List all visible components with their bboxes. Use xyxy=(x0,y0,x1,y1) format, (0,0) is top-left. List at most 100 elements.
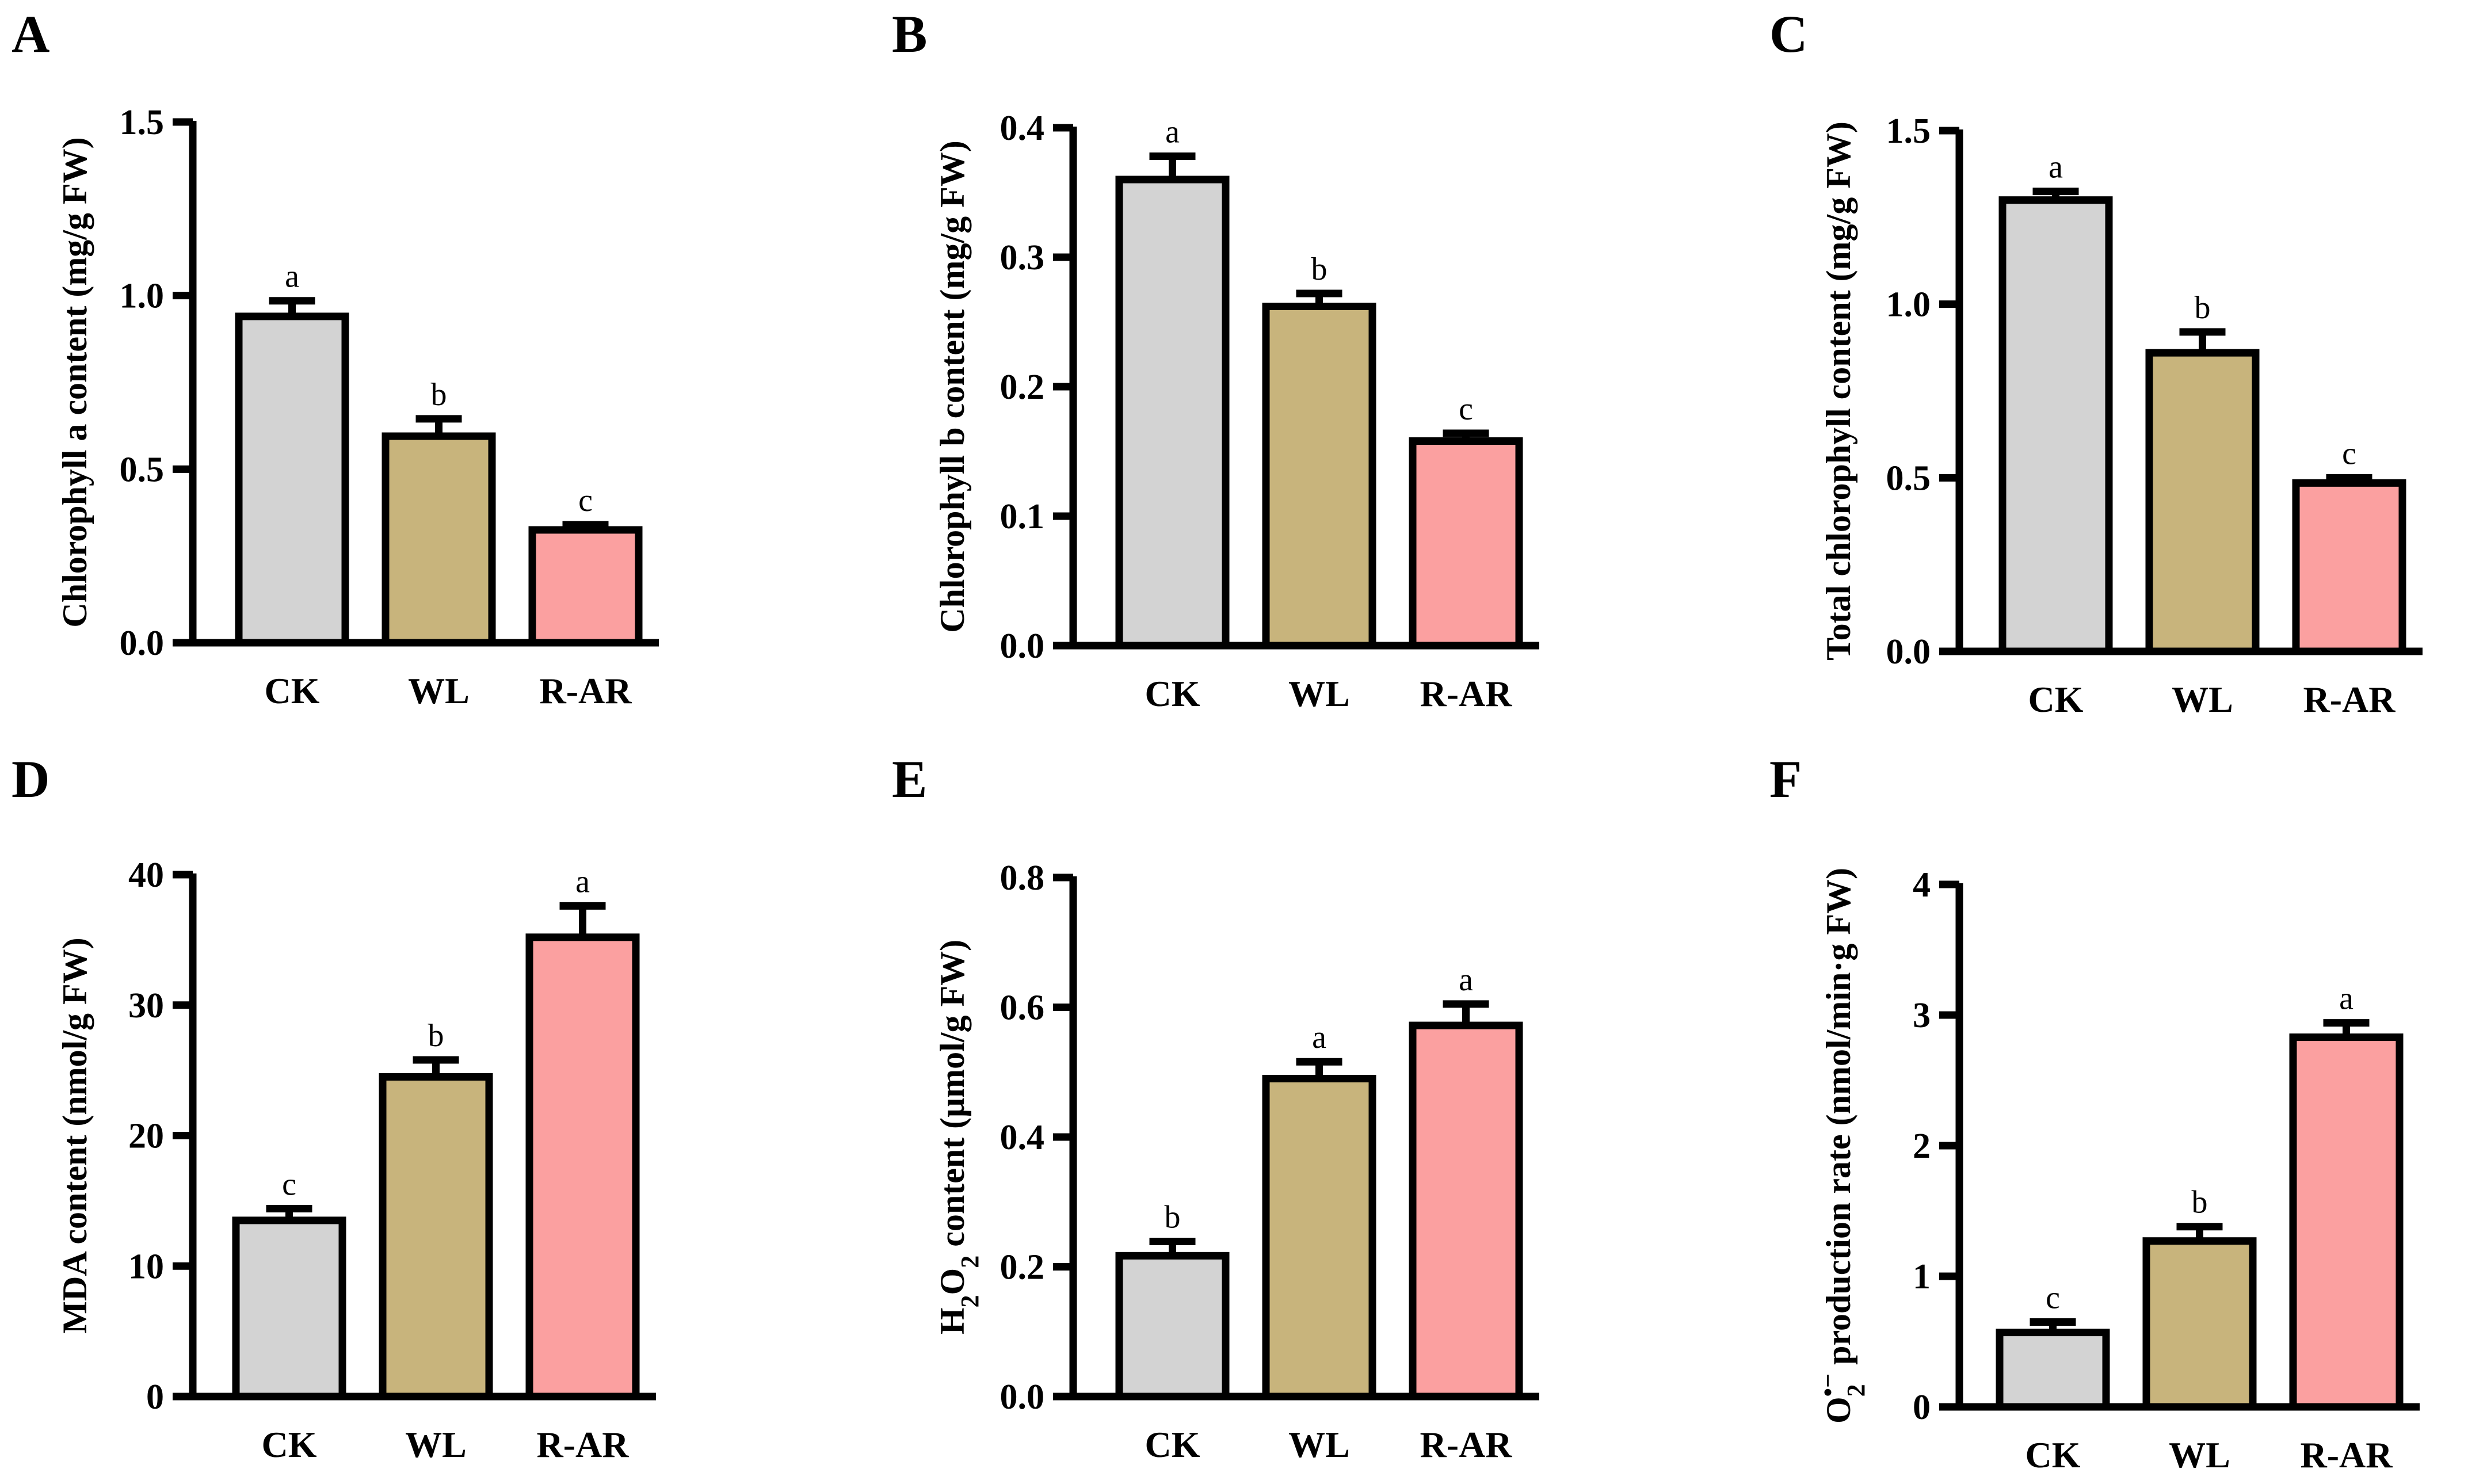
significance-label: c xyxy=(2342,436,2356,471)
bar-ck xyxy=(235,312,349,647)
y-tick-label: 0.4 xyxy=(1000,1118,1045,1157)
bar-wl xyxy=(379,1073,493,1401)
significance-label: b xyxy=(431,377,447,413)
y-axis-label: Chlorophyll a content (mg/g FW) xyxy=(56,137,94,627)
y-axis-label: Total chlorophyll content (mg/g FW) xyxy=(1819,121,1857,661)
bar-r-ar xyxy=(1409,437,1523,650)
y-tick-label: 1.5 xyxy=(1886,112,1931,151)
significance-label: a xyxy=(2339,981,2353,1017)
category-label: CK xyxy=(2025,1435,2081,1475)
y-axis-label: H2O2 content (μmol/g FW) xyxy=(933,940,984,1334)
bar-ck xyxy=(232,1216,346,1401)
category-label: R-AR xyxy=(2301,1435,2393,1475)
y-tick-label: 1.5 xyxy=(120,103,165,142)
panel-letter: E xyxy=(892,750,927,808)
bar-wl xyxy=(382,432,496,647)
significance-label: a xyxy=(1312,1020,1326,1055)
significance-label: a xyxy=(1459,962,1473,998)
category-label: R-AR xyxy=(1420,673,1513,714)
y-tick-label: 1.0 xyxy=(120,277,165,316)
panel-letter: C xyxy=(1769,5,1807,63)
bar-ck xyxy=(1998,196,2113,655)
category-label: R-AR xyxy=(537,1424,630,1465)
category-label: R-AR xyxy=(2303,679,2396,720)
y-tick-label: 0.3 xyxy=(1000,238,1045,277)
bar-r-ar xyxy=(525,933,640,1401)
significance-label: b xyxy=(428,1018,444,1054)
bar-wl xyxy=(1262,303,1376,650)
panel-letter: D xyxy=(12,750,49,808)
panel-letter: B xyxy=(892,5,927,63)
bar-r-ar xyxy=(2289,1033,2404,1411)
panel-c: C 0.0 0.5 1.0 1.5 Total chlorophyll content (… xyxy=(1769,5,2423,720)
significance-label: c xyxy=(282,1166,296,1202)
panel-a: A 0.0 0.5 1.0 1.5 Chlorophyll a content (mg/g… xyxy=(12,5,659,711)
significance-label: a xyxy=(575,864,590,899)
bar-r-ar xyxy=(2292,479,2406,655)
y-tick-label: 0 xyxy=(146,1378,164,1417)
significance-label: b xyxy=(2195,290,2211,326)
bar-ck xyxy=(1996,1329,2110,1411)
bar-ck xyxy=(1115,1252,1230,1401)
y-tick-label: 10 xyxy=(128,1247,164,1286)
category-label: CK xyxy=(1145,1424,1200,1465)
panel-e: E 0.0 0.2 0.4 0.6 0.8 H2O2 content (μmol/g FW)… xyxy=(892,750,1539,1465)
significance-label: a xyxy=(1165,115,1180,150)
y-axis-label: MDA content (nmol/g FW) xyxy=(56,937,94,1333)
y-tick-label: 2 xyxy=(1913,1127,1931,1166)
category-label: WL xyxy=(1288,1424,1350,1465)
y-tick-label: 0.1 xyxy=(1000,497,1045,536)
y-axis-label: Chlorophyll b content (mg/g FW) xyxy=(933,140,971,633)
y-tick-label: 0.4 xyxy=(1000,109,1045,148)
y-tick-label: 0.0 xyxy=(1000,627,1045,666)
y-tick-label: 0.8 xyxy=(1000,859,1045,898)
y-tick-label: 0 xyxy=(1913,1388,1931,1427)
panel-d: D 0 10 20 30 40 MDA content (nmol/g FW) c CK b WL a… xyxy=(12,750,656,1465)
y-tick-label: 0.5 xyxy=(120,450,165,489)
y-tick-label: 0.6 xyxy=(1000,989,1045,1028)
bar-r-ar xyxy=(528,526,643,647)
category-label: WL xyxy=(408,670,470,711)
y-tick-label: 40 xyxy=(128,856,164,895)
category-label: CK xyxy=(1145,673,1200,714)
category-label: R-AR xyxy=(540,670,632,711)
significance-label: a xyxy=(2049,150,2063,185)
bar-wl xyxy=(1262,1075,1376,1401)
panel-letter: F xyxy=(1769,750,1802,808)
category-label: WL xyxy=(2172,679,2233,720)
y-tick-label: 4 xyxy=(1913,865,1931,905)
bar-r-ar xyxy=(1409,1021,1523,1401)
category-label: R-AR xyxy=(1420,1424,1513,1465)
panel-b: B 0.0 0.1 0.2 0.3 0.4 Chlorophyll b content (m… xyxy=(892,5,1539,714)
panel-letter: A xyxy=(12,5,49,63)
y-tick-label: 3 xyxy=(1913,996,1931,1035)
y-tick-label: 20 xyxy=(128,1117,164,1156)
y-tick-label: 0.2 xyxy=(1000,1248,1045,1287)
category-label: CK xyxy=(265,670,320,711)
significance-label: b xyxy=(2192,1185,2208,1220)
category-label: WL xyxy=(405,1424,467,1465)
y-tick-label: 1 xyxy=(1913,1257,1931,1296)
y-axis-label: O2•− production rate (nmol/min·g FW) xyxy=(1814,868,1870,1424)
y-tick-label: 0.0 xyxy=(1000,1378,1045,1417)
bar-wl xyxy=(2142,1237,2257,1411)
significance-label: c xyxy=(578,483,593,518)
y-tick-label: 0.2 xyxy=(1000,368,1045,407)
y-tick-label: 0.5 xyxy=(1886,459,1931,498)
significance-label: c xyxy=(2046,1280,2060,1315)
y-tick-label: 1.0 xyxy=(1886,285,1931,325)
significance-label: c xyxy=(1459,391,1473,427)
y-tick-label: 0.0 xyxy=(120,624,165,663)
significance-label: b xyxy=(1311,251,1328,287)
y-tick-label: 0.0 xyxy=(1886,632,1931,672)
panel-f: F 0 1 2 3 4 O2•− production rate (nmol/min·g F… xyxy=(1769,750,2420,1475)
category-label: WL xyxy=(2169,1435,2230,1475)
bar-ck xyxy=(1115,176,1230,650)
significance-label: b xyxy=(1165,1200,1181,1235)
y-tick-label: 30 xyxy=(128,986,164,1025)
category-label: CK xyxy=(262,1424,317,1465)
significance-label: a xyxy=(285,259,299,295)
bar-wl xyxy=(2145,349,2260,655)
category-label: WL xyxy=(1288,673,1350,714)
